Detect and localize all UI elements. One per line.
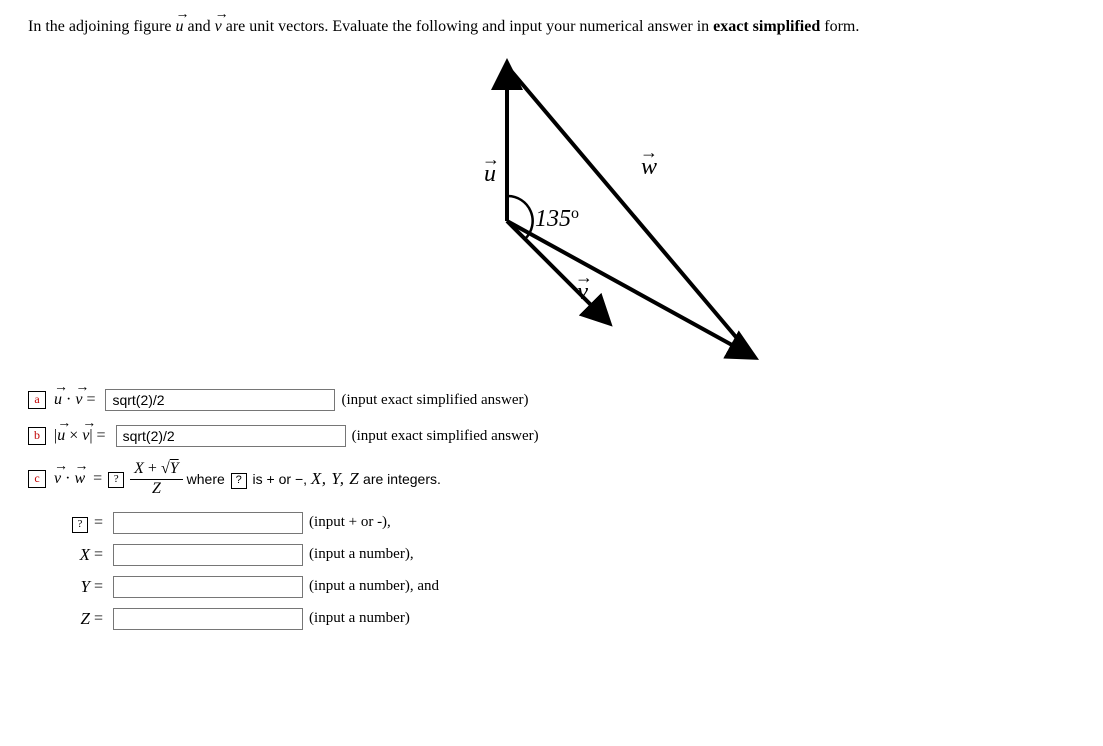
sign-label: ? xyxy=(56,513,90,533)
prompt-tail: form. xyxy=(824,18,859,35)
v-label: v→ xyxy=(575,267,593,305)
prompt-bold: exact simplified xyxy=(713,18,820,35)
part-c-row: c v→ · w→ = ? X + √Y Z where ? is + or −… xyxy=(28,461,1075,498)
w-label: w→ xyxy=(640,142,658,180)
sign-hint: (input + or -), xyxy=(309,514,391,531)
eq-sign-b: = xyxy=(97,427,106,445)
z-input[interactable] xyxy=(113,608,303,630)
y-hint: (input a number), and xyxy=(309,578,439,595)
part-c-box: c xyxy=(28,470,46,488)
sign-marker-inline: ? xyxy=(108,472,124,488)
part-c-lead: v→ · w→ = ? xyxy=(54,470,126,488)
question-prompt: In the adjoining figure u→ and v→ are un… xyxy=(28,18,1075,36)
sign-input[interactable] xyxy=(113,512,303,534)
part-b-box: b xyxy=(28,427,46,445)
prompt-post: are unit vectors. Evaluate the following… xyxy=(226,18,713,35)
u-label: u→ xyxy=(482,149,500,187)
figure-container: u→ v→ w→ 135o xyxy=(28,46,1075,371)
prompt-mid: and xyxy=(188,18,215,35)
x-input[interactable] xyxy=(113,544,303,566)
z-label: Z xyxy=(56,609,90,629)
u-vector-inline: u→ xyxy=(176,18,184,36)
w-vector-line xyxy=(507,221,752,356)
x-label: X xyxy=(56,545,90,565)
v-vector-inline: v→ xyxy=(215,18,222,36)
part-a-box: a xyxy=(28,391,46,409)
z-row: Z = (input a number) xyxy=(56,608,1075,630)
x-row: X = (input a number), xyxy=(56,544,1075,566)
part-b-input[interactable] xyxy=(116,425,346,447)
z-hint: (input a number) xyxy=(309,610,410,627)
y-row: Y = (input a number), and xyxy=(56,576,1075,598)
part-a-row: a u→ · v→ = (input exact simplified answ… xyxy=(28,389,1075,411)
x-hint: (input a number), xyxy=(309,546,414,563)
part-b-hint: (input exact simplified answer) xyxy=(352,428,539,445)
part-b-row: b |u→ × v→| = (input exact simplified an… xyxy=(28,425,1075,447)
angle-label: 135o xyxy=(535,205,579,232)
prompt-pre: In the adjoining figure xyxy=(28,18,176,35)
part-a-expr: u→ · v→ xyxy=(54,391,82,409)
part-b-expr: |u→ × v→| xyxy=(54,427,93,445)
y-input[interactable] xyxy=(113,576,303,598)
part-a-input[interactable] xyxy=(105,389,335,411)
part-c-where: where ? is + or −, X, Y, Z are integers. xyxy=(187,469,441,489)
sign-row: ? = (input + or -), xyxy=(56,512,1075,534)
sign-marker-where: ? xyxy=(231,473,247,489)
part-c-fraction: X + √Y Z xyxy=(130,461,183,498)
y-label: Y xyxy=(56,577,90,597)
part-c-inputs: ? = (input + or -), X = (input a number)… xyxy=(56,512,1075,630)
part-a-hint: (input exact simplified answer) xyxy=(341,392,528,409)
vector-figure: u→ v→ w→ 135o xyxy=(292,46,812,366)
